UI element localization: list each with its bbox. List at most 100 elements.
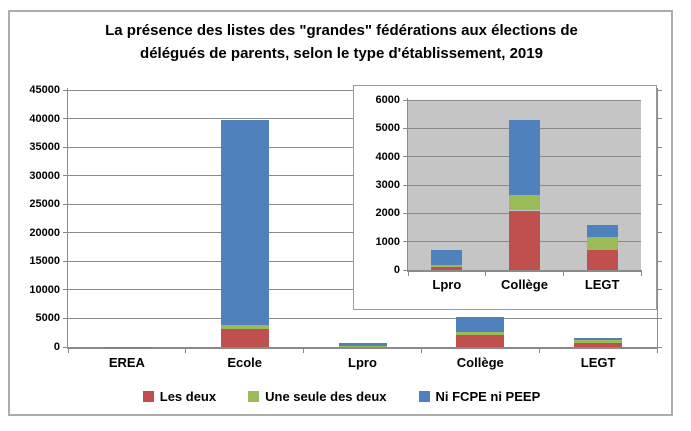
y-axis-tick: [657, 346, 662, 348]
legend-label: Les deux: [159, 389, 217, 404]
y-tick-label: 5000: [35, 312, 60, 325]
legend-swatch-icon: [142, 391, 154, 402]
legend: Les deux Une seule des deux Ni FCPE ni PEE…: [8, 389, 675, 404]
y-tick-label: 3000: [375, 179, 400, 191]
bar-segment: [338, 343, 387, 346]
y-axis-tick: [657, 260, 662, 262]
y-axis-tick: [657, 203, 662, 205]
x-axis-tick: [485, 270, 487, 276]
y-axis-tick: [403, 156, 408, 158]
y-axis-tick: [403, 212, 408, 214]
y-tick-label: 15000: [29, 255, 60, 268]
y-tick-label: 25000: [29, 198, 60, 211]
gridline: [408, 99, 641, 101]
x-category-label: LEGT: [580, 355, 616, 370]
legend-swatch-icon: [418, 391, 430, 402]
y-tick-label: 45000: [29, 84, 60, 96]
y-tick-label: 20000: [29, 226, 60, 239]
x-axis-tick: [420, 347, 422, 353]
y-axis-tick: [63, 232, 68, 234]
x-category-label: Collège: [456, 355, 504, 370]
bar-segment: [456, 335, 505, 347]
x-category-label: Lpro: [432, 277, 462, 292]
bar-segment: [509, 210, 540, 270]
y-axis-tick: [657, 317, 662, 319]
y-axis-line: [407, 98, 408, 270]
y-axis-tick: [403, 241, 408, 243]
y-tick-label: 2000: [375, 207, 400, 220]
x-axis-line: [67, 347, 658, 349]
y-axis-tick: [657, 175, 662, 177]
y-tick-label: 5000: [375, 122, 400, 135]
legend-label: Une seule des deux: [265, 389, 387, 404]
bar-segment: [574, 337, 623, 341]
y-axis-tick: [657, 232, 662, 234]
y-axis-line: [67, 88, 68, 347]
bar-segment: [574, 340, 623, 343]
y-axis-tick: [63, 346, 68, 348]
y-axis-tick: [657, 146, 662, 148]
bar-segment: [586, 224, 618, 238]
y-tick-label: 0: [393, 264, 400, 276]
y-axis-tick: [657, 89, 662, 91]
y-axis-tick: [657, 118, 662, 120]
x-axis-tick: [562, 270, 564, 276]
x-axis-tick: [656, 347, 658, 353]
y-axis-tick: [63, 203, 68, 205]
bar-segment: [220, 120, 269, 326]
bar-segment: [509, 195, 540, 211]
y-axis-tick: [63, 317, 68, 319]
bar-segment: [338, 346, 387, 347]
x-axis-tick: [67, 347, 69, 353]
y-axis-tick: [63, 260, 68, 262]
y-axis-tick: [403, 269, 408, 271]
y-tick-label: 10000: [29, 283, 60, 296]
chart-title-text: La présence des listes des "grandes" féd…: [105, 22, 578, 62]
bar-segment: [586, 237, 618, 250]
x-category-label: EREA: [108, 355, 145, 370]
plot-right-border: [657, 88, 658, 347]
x-axis-line: [407, 270, 642, 272]
y-axis-tick: [63, 289, 68, 291]
y-tick-label: 0: [53, 341, 60, 353]
x-axis-tick: [303, 347, 305, 353]
y-axis-tick: [403, 127, 408, 129]
y-axis-tick: [63, 118, 68, 120]
x-category-label: Ecole: [227, 355, 263, 370]
bar-segment: [456, 316, 505, 332]
bar-segment: [431, 264, 463, 267]
y-tick-label: 35000: [29, 141, 60, 154]
gridline: [68, 317, 657, 319]
y-axis-tick: [63, 175, 68, 177]
y-axis-tick: [63, 146, 68, 148]
x-category-label: Collège: [501, 277, 548, 292]
x-axis-tick: [640, 270, 642, 276]
legend-item: Les deux: [142, 389, 217, 404]
y-tick-label: 6000: [375, 94, 400, 106]
y-axis-tick: [403, 184, 408, 186]
y-tick-label: 40000: [29, 112, 60, 125]
x-axis-tick: [538, 347, 540, 353]
y-tick-label: 30000: [29, 169, 60, 182]
y-tick-label: 4000: [375, 150, 400, 163]
y-axis-tick: [657, 289, 662, 291]
bar-segment: [220, 328, 269, 347]
bar-segment: [574, 342, 623, 347]
x-category-label: LEGT: [584, 277, 620, 292]
chart-title: La présence des listes des "grandes" féd…: [8, 20, 675, 65]
bar-segment: [431, 250, 463, 265]
x-axis-tick: [185, 347, 187, 353]
legend-label: Ni FCPE ni PEEP: [435, 389, 541, 404]
y-tick-label: 1000: [375, 235, 400, 248]
legend-swatch-icon: [248, 391, 260, 402]
bar-segment: [431, 266, 463, 270]
bar-segment: [456, 331, 505, 335]
bar-segment: [509, 119, 540, 196]
y-axis-tick: [63, 89, 68, 91]
x-category-label: Lpro: [348, 355, 377, 370]
legend-item: Ni FCPE ni PEEP: [418, 389, 541, 404]
y-axis-tick: [403, 99, 408, 101]
bar-segment: [586, 249, 618, 270]
x-axis-tick: [407, 270, 409, 276]
